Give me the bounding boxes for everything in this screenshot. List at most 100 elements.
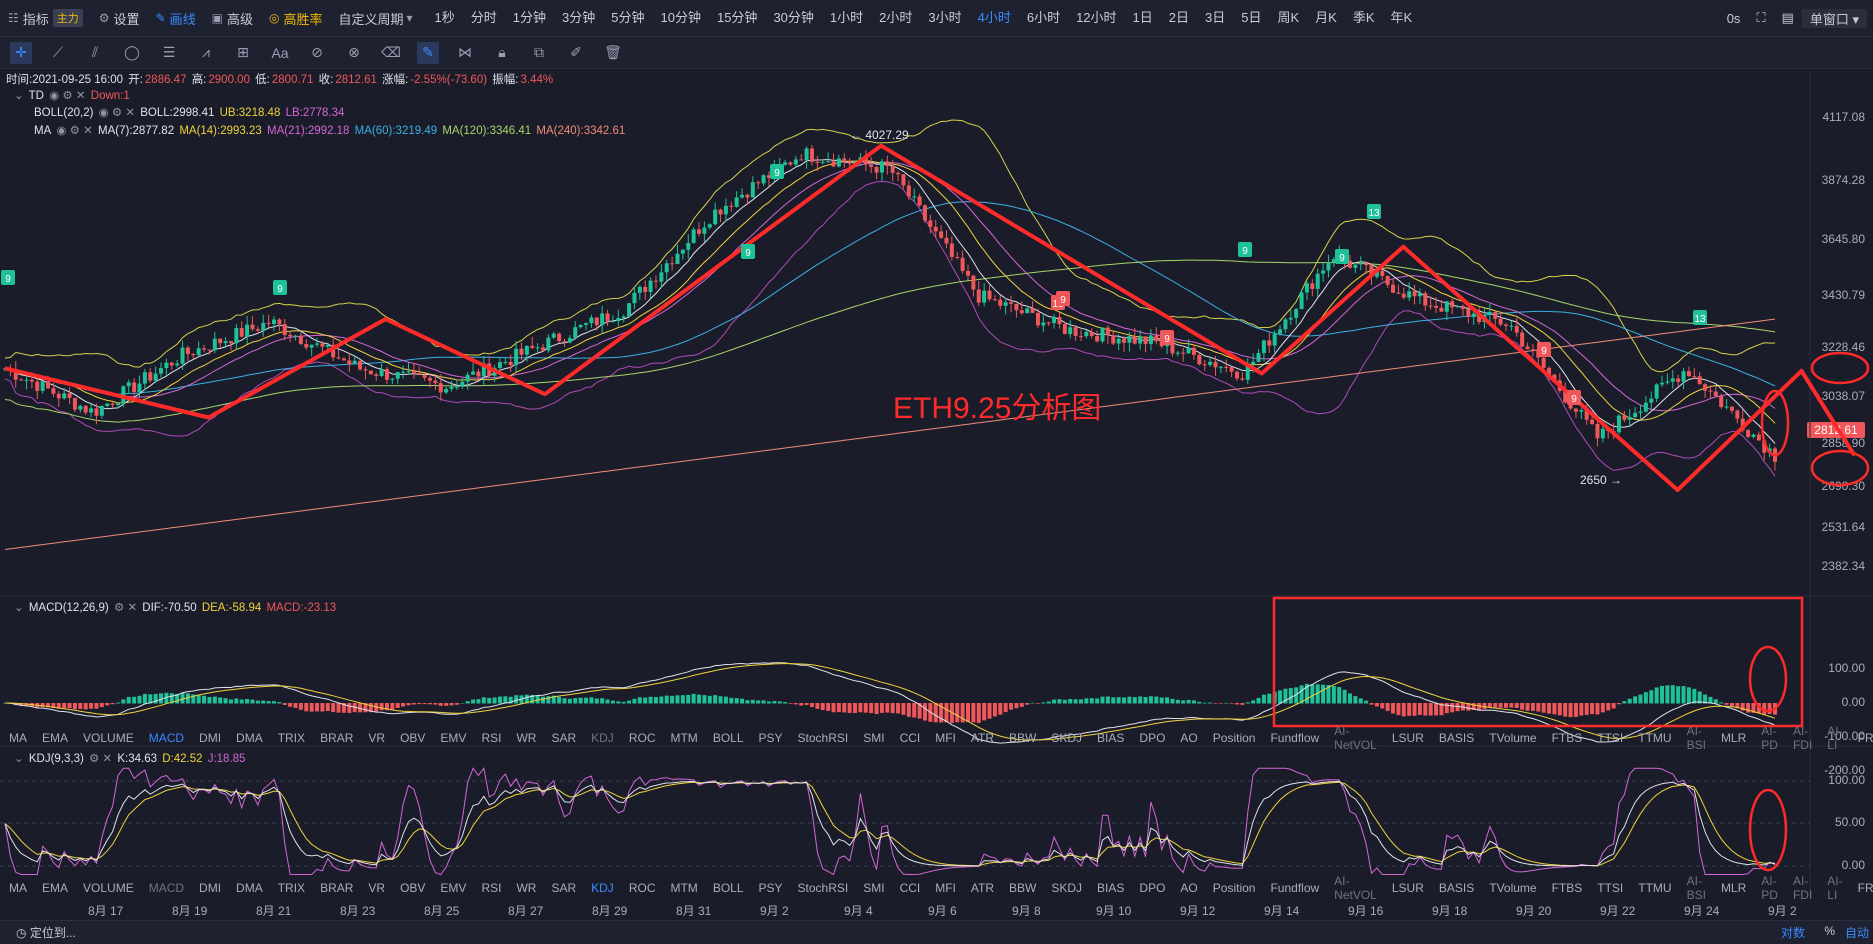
period-tab[interactable]: 4小时 (977, 10, 1011, 25)
indicator-tab[interactable]: FR (1857, 731, 1873, 745)
indicator-tab[interactable]: VOLUME (83, 881, 134, 895)
indicator-tab[interactable]: AI-NetVOL (1334, 724, 1377, 752)
indicator-tab[interactable]: TTSI (1597, 731, 1624, 745)
lock-tool-icon[interactable]: 🔒︎ (498, 44, 506, 60)
indicator-tab[interactable]: MLR (1720, 731, 1747, 745)
indicator-tab[interactable]: CCI (899, 731, 921, 745)
fullscreen-icon[interactable]: ⛶ (1756, 10, 1766, 25)
pen-tool-icon[interactable]: ✎ (417, 41, 439, 64)
period-tab[interactable]: 6小时 (1026, 10, 1061, 25)
pattern-tool-icon[interactable]: ⋈ (458, 44, 472, 60)
indicator-tab[interactable]: ROC (628, 731, 656, 745)
indicator-tab[interactable]: AI-BSI (1686, 874, 1706, 902)
indicator-tab[interactable]: OBV (400, 731, 426, 745)
indicator-tab[interactable]: PSY (758, 731, 783, 745)
fib-tool-icon[interactable]: ⫽ (91, 44, 99, 60)
period-tab[interactable]: 3日 (1205, 10, 1226, 25)
indicator-tab[interactable]: LSUR (1391, 881, 1424, 895)
indicator-tab[interactable]: AO (1180, 731, 1198, 745)
indicator-tab[interactable]: SAR (551, 731, 577, 745)
period-tab[interactable]: 周K (1277, 10, 1300, 25)
text-tool-icon[interactable]: Aa (271, 44, 289, 61)
indicator-tab[interactable]: EMV (440, 881, 467, 895)
indicator-tab[interactable]: ATR (970, 731, 995, 745)
indicator-tab[interactable]: TVolume (1489, 731, 1537, 745)
channel-tool-icon[interactable]: ☰ (162, 44, 176, 60)
indicator-tab[interactable]: BBW (1009, 881, 1037, 895)
indicator-tab[interactable]: AI-PD (1761, 874, 1778, 902)
period-tab[interactable]: 2小时 (879, 10, 913, 25)
winrate-button[interactable]: ◎ 高胜率 (261, 0, 331, 36)
indicator-tab[interactable]: BIAS (1097, 881, 1125, 895)
td-legend[interactable]: ⌄ TD ◉ ⚙ ✕ Down:1 (14, 88, 132, 102)
indicator-tab[interactable]: SMI (863, 731, 885, 745)
indicator-tab[interactable]: BASIS (1438, 881, 1475, 895)
period-tab[interactable]: 分时 (470, 10, 497, 25)
indicator-tab[interactable]: MFI (935, 881, 956, 895)
wave-tool-icon[interactable]: ⩘ (202, 44, 210, 60)
indicator-tab[interactable]: StochRSI (797, 881, 849, 895)
indicator-tab[interactable]: BASIS (1438, 731, 1475, 745)
indicator-tab[interactable]: DMI (199, 881, 222, 895)
indicator-tab[interactable]: Position (1212, 731, 1256, 745)
indicator-tab[interactable]: AI-FDI (1792, 874, 1813, 902)
indicator-tab[interactable]: EMV (440, 731, 467, 745)
indicator-tab[interactable]: BBW (1009, 731, 1037, 745)
indicator-tab[interactable]: BIAS (1097, 731, 1125, 745)
indicator-tab[interactable]: StochRSI (797, 731, 849, 745)
crosshair-tool-icon[interactable]: ✛ (10, 41, 32, 64)
indicator-tab[interactable]: TRIX (277, 731, 306, 745)
draw-button[interactable]: ✎ 画线 (148, 0, 204, 36)
indicator-tab[interactable]: AO (1180, 881, 1198, 895)
indicator-tab[interactable]: AI-FDI (1792, 724, 1813, 752)
log-toggle[interactable]: 对数 (1780, 926, 1805, 940)
indicator-tab[interactable]: AI-LI (1827, 874, 1843, 902)
indicator-tab[interactable]: DMA (236, 881, 263, 895)
period-tab[interactable]: 年K (1390, 10, 1413, 25)
camera-icon[interactable]: ▤ (1781, 10, 1794, 25)
single-window-button[interactable]: 单窗口 ▾ (1801, 8, 1867, 28)
indicator-tab[interactable]: VR (368, 881, 386, 895)
magnet-tool-icon[interactable]: ⊘ (311, 44, 323, 60)
gear-icon[interactable]: ⚙ ✕ (113, 602, 138, 614)
indicator-tab[interactable]: DPO (1139, 881, 1166, 895)
indicator-tab[interactable]: AI-PD (1761, 724, 1778, 752)
ma-legend[interactable]: MA ◉ ⚙ ✕ MA(7):2877.82 MA(14):2993.23 MA… (34, 123, 627, 137)
indicator-tab[interactable]: SAR (551, 881, 577, 895)
macd-legend[interactable]: ⌄ MACD(12,26,9) ⚙ ✕ DIF:-70.50 DEA:-58.9… (14, 602, 337, 614)
indicator-tab[interactable]: SKDJ (1051, 881, 1083, 895)
indicator-tab[interactable]: VR (368, 731, 386, 745)
indicator-tab[interactable]: MTM (670, 881, 698, 895)
indicator-tab[interactable]: TRIX (277, 881, 306, 895)
line-tool-icon[interactable]: ⟋ (53, 44, 63, 60)
indicator-tab[interactable]: WR (516, 881, 537, 895)
indicator-tab[interactable]: KDJ (591, 881, 614, 895)
indicator-tab[interactable]: FTBS (1551, 731, 1583, 745)
indicator-tab[interactable]: SKDJ (1051, 731, 1083, 745)
indicator-tab[interactable]: Position (1212, 881, 1256, 895)
advanced-button[interactable]: ▣ 高级 (204, 0, 261, 36)
indicator-tab[interactable]: BRAR (320, 731, 354, 745)
period-tab[interactable]: 季K (1352, 10, 1375, 25)
kdj-legend[interactable]: ⌄ KDJ(9,3,3) ⚙ ✕ K:34.63 D:42.52 J:18.85 (14, 753, 246, 765)
eye-icon[interactable]: ◉ ⚙ ✕ (49, 90, 86, 102)
indicator-tab[interactable]: TTMU (1638, 731, 1672, 745)
period-tab[interactable]: 1小时 (829, 10, 864, 25)
indicator-tab[interactable]: FR (1857, 881, 1873, 895)
indicator-tab[interactable]: VOLUME (83, 731, 134, 745)
indicator-tab[interactable]: MFI (935, 731, 956, 745)
period-tab[interactable]: 月K (1315, 10, 1337, 25)
indicator-tab[interactable]: EMA (42, 731, 69, 745)
indicator-tab[interactable]: CCI (899, 881, 921, 895)
indicator-tab[interactable]: MTM (670, 731, 698, 745)
indicator-tab[interactable]: AI-BSI (1686, 724, 1706, 752)
period-tab[interactable]: 30分钟 (773, 10, 814, 25)
delete-tool-icon[interactable]: 🗑︎ (604, 44, 622, 60)
indicator-tab[interactable]: KDJ (591, 731, 614, 745)
indicator-tab[interactable]: ROC (628, 881, 656, 895)
period-tab[interactable]: 1秒 (434, 10, 455, 25)
locate-button[interactable]: ◷ 定位到... (16, 926, 76, 940)
indicator-tab[interactable]: AI-LI (1827, 724, 1843, 752)
indicator-tab[interactable]: TTSI (1597, 881, 1624, 895)
indicator-tab[interactable]: Fundflow (1270, 731, 1320, 745)
